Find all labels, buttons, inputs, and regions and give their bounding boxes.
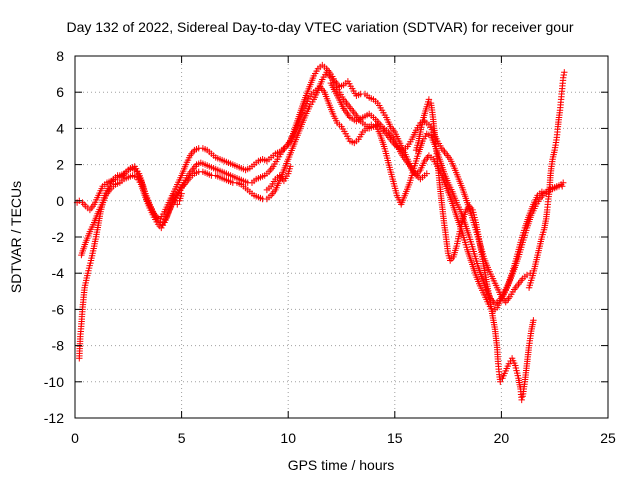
data-point	[170, 194, 178, 202]
x-tick-label: 5	[178, 430, 186, 446]
data-point	[505, 360, 513, 367]
data-point	[530, 317, 537, 324]
chart-title: Day 132 of 2022, Sidereal Day-to-day VTE…	[66, 19, 574, 35]
data-point	[497, 378, 504, 385]
data-point	[561, 69, 568, 76]
x-tick-label: 15	[387, 430, 403, 446]
data-point	[425, 96, 433, 103]
data-point	[169, 192, 177, 199]
x-tick-label: 10	[280, 430, 296, 446]
data-marks-layer	[73, 61, 568, 404]
data-point	[159, 222, 167, 229]
y-tick-label: -12	[44, 410, 64, 426]
y-tick-label: 0	[56, 193, 64, 209]
y-tick-label: -2	[52, 229, 65, 245]
data-point	[560, 74, 567, 81]
y-tick-label: 2	[56, 157, 64, 173]
tick-label-layer: 0 5 10 15 20 25 -12 -10 -8 -6 -4 -2 0 2 4 6 8	[44, 48, 616, 446]
data-point	[174, 201, 181, 208]
y-tick-label: -6	[52, 301, 65, 317]
data-point	[423, 170, 430, 177]
x-axis-label: GPS time / hours	[287, 457, 395, 473]
x-tick-label: 20	[494, 430, 510, 446]
tick-layer	[74, 55, 609, 419]
y-tick-label: -4	[52, 265, 65, 281]
y-tick-label: 8	[56, 48, 64, 64]
y-tick-label: 6	[56, 84, 64, 100]
y-tick-label: -8	[52, 338, 65, 354]
y-tick-label: 4	[56, 120, 64, 136]
data-point	[518, 396, 525, 404]
x-tick-label: 25	[600, 430, 616, 446]
grid-layer	[75, 56, 608, 418]
data-point	[560, 179, 567, 186]
data-point	[178, 190, 185, 197]
data-point	[158, 224, 165, 232]
data-point	[559, 183, 566, 190]
data-point	[287, 163, 294, 170]
x-tick-label: 0	[71, 430, 79, 446]
y-tick-label: -10	[44, 374, 64, 390]
